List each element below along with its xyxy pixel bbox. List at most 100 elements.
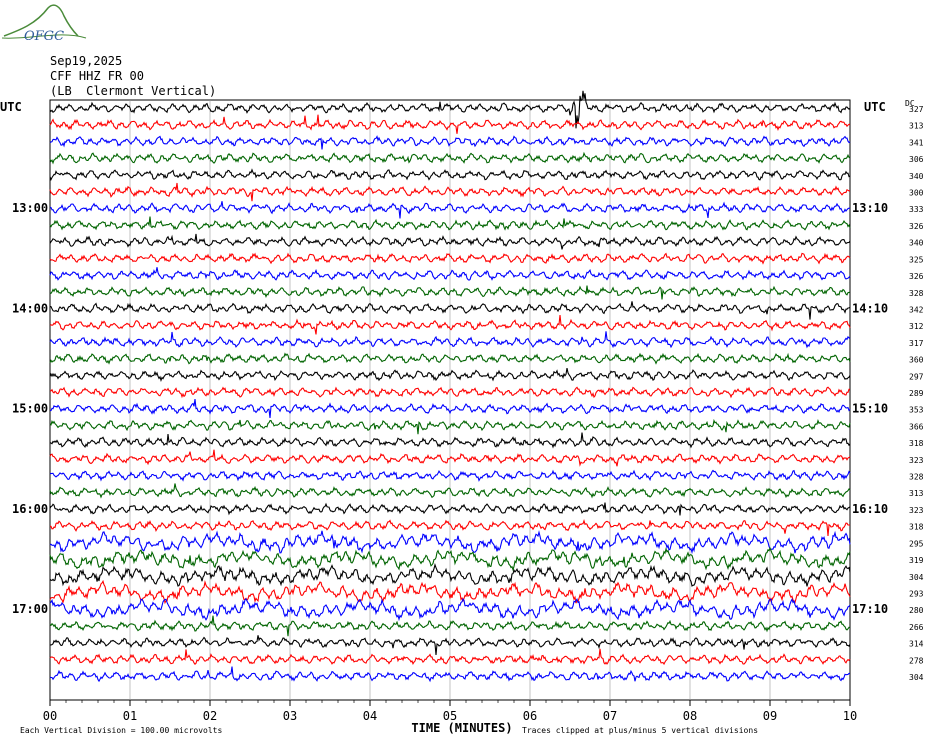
seismic-trace bbox=[49, 563, 851, 587]
dc-value-label: 293 bbox=[909, 589, 924, 598]
time-label-right: 17:10 bbox=[852, 602, 888, 616]
dc-value-label: 289 bbox=[909, 389, 924, 398]
dc-value-label: 313 bbox=[909, 489, 924, 498]
seismic-trace bbox=[49, 635, 851, 656]
time-label-right: 13:10 bbox=[852, 201, 888, 215]
seismic-trace bbox=[49, 449, 851, 467]
dc-value-label: 323 bbox=[909, 506, 924, 515]
seismic-trace bbox=[49, 597, 851, 622]
footer-left-note: Each Vertical Division = 100.00 microvol… bbox=[20, 726, 222, 735]
x-tick-label: 10 bbox=[843, 709, 857, 723]
ofgc-logo: OFGC bbox=[0, 0, 90, 48]
dc-label: DC bbox=[905, 99, 915, 108]
dc-value-label: 360 bbox=[909, 356, 924, 365]
seismic-trace bbox=[49, 151, 851, 165]
time-label-left: 17:00 bbox=[12, 602, 48, 616]
seismic-trace bbox=[49, 502, 851, 516]
x-axis-label: TIME (MINUTES) bbox=[411, 721, 512, 735]
x-tick-label: 00 bbox=[43, 709, 57, 723]
seismic-trace bbox=[49, 386, 851, 399]
x-tick-label: 07 bbox=[603, 709, 617, 723]
footer-right-note: Traces clipped at plus/minus 5 vertical … bbox=[522, 726, 758, 735]
seismic-trace bbox=[49, 615, 851, 637]
seismic-trace bbox=[49, 418, 851, 435]
header-location: (LB Clermont Vertical) bbox=[50, 84, 217, 98]
dc-value-label: 325 bbox=[909, 255, 924, 264]
seismic-trace bbox=[49, 579, 851, 605]
dc-value-label: 328 bbox=[909, 473, 924, 482]
header-station: CFF HHZ FR 00 bbox=[50, 69, 144, 83]
seismic-trace bbox=[49, 201, 851, 219]
seismic-trace bbox=[49, 233, 851, 250]
seismic-trace bbox=[49, 301, 851, 320]
dc-value-label: 306 bbox=[909, 155, 924, 164]
dc-value-label: 300 bbox=[909, 189, 924, 198]
dc-value-label: 280 bbox=[909, 606, 924, 615]
dc-value-label: 318 bbox=[909, 439, 924, 448]
x-tick-label: 01 bbox=[123, 709, 137, 723]
seismic-trace bbox=[49, 518, 851, 536]
dc-value-label: 317 bbox=[909, 339, 924, 348]
seismic-trace bbox=[49, 114, 851, 134]
seismic-trace bbox=[49, 216, 851, 231]
dc-value-label: 327 bbox=[909, 105, 924, 114]
dc-value-label: 353 bbox=[909, 406, 924, 415]
seismic-trace bbox=[49, 469, 851, 482]
x-tick-label: 05 bbox=[443, 709, 457, 723]
x-tick-label: 02 bbox=[203, 709, 217, 723]
logo-swoosh-icon bbox=[3, 4, 79, 37]
dc-value-label: 326 bbox=[909, 272, 924, 281]
time-label-right: 16:10 bbox=[852, 502, 888, 516]
seismic-trace bbox=[49, 666, 850, 683]
dc-value-label: 278 bbox=[909, 656, 924, 665]
time-label-left: 14:00 bbox=[12, 301, 48, 315]
seismic-trace bbox=[49, 352, 851, 365]
dc-value-label: 304 bbox=[909, 573, 924, 582]
seismic-trace bbox=[49, 252, 851, 265]
seismic-trace bbox=[49, 367, 851, 383]
dc-value-label: 312 bbox=[909, 322, 924, 331]
seismic-trace bbox=[49, 546, 851, 572]
seismic-trace bbox=[49, 530, 851, 555]
dc-value-label: 304 bbox=[909, 673, 924, 682]
dc-value-label: 297 bbox=[909, 372, 924, 381]
seismic-trace bbox=[49, 331, 851, 349]
dc-value-label: 318 bbox=[909, 523, 924, 532]
x-tick-label: 09 bbox=[763, 709, 777, 723]
time-label-right: 15:10 bbox=[852, 402, 888, 416]
header-date: Sep19,2025 bbox=[50, 54, 123, 68]
dc-value-label: 328 bbox=[909, 289, 924, 298]
x-tick-label: 08 bbox=[683, 709, 697, 723]
dc-value-label: 326 bbox=[909, 222, 924, 231]
dc-value-label: 266 bbox=[909, 623, 924, 632]
dc-value-label: 323 bbox=[909, 456, 924, 465]
seismic-trace bbox=[49, 135, 851, 150]
dc-value-label: 319 bbox=[909, 556, 924, 565]
dc-value-label: 340 bbox=[909, 172, 924, 181]
dc-value-label: 342 bbox=[909, 305, 924, 314]
dc-value-label: 366 bbox=[909, 422, 924, 431]
logo-text: OFGC bbox=[24, 29, 64, 44]
seismic-trace bbox=[49, 267, 851, 281]
dc-value-label: 314 bbox=[909, 640, 924, 649]
time-label-left: 15:00 bbox=[12, 402, 48, 416]
time-label-right: 14:10 bbox=[852, 301, 888, 315]
utc-label-left: UTC bbox=[0, 100, 22, 114]
seismic-trace bbox=[49, 182, 851, 202]
seismic-trace bbox=[49, 483, 851, 499]
dc-value-label: 333 bbox=[909, 205, 924, 214]
dc-value-label: 340 bbox=[909, 239, 924, 248]
dc-value-label: 295 bbox=[909, 539, 924, 548]
x-tick-label: 06 bbox=[523, 709, 537, 723]
utc-label-right: UTC bbox=[864, 100, 886, 114]
seismic-trace bbox=[49, 432, 851, 449]
time-label-left: 16:00 bbox=[12, 502, 48, 516]
seismic-trace bbox=[49, 90, 851, 129]
seismic-trace bbox=[49, 168, 851, 182]
x-tick-label: 03 bbox=[283, 709, 297, 723]
time-label-left: 13:00 bbox=[12, 201, 48, 215]
seismic-trace bbox=[50, 399, 851, 418]
x-tick-label: 04 bbox=[363, 709, 377, 723]
seismic-trace bbox=[49, 285, 851, 300]
